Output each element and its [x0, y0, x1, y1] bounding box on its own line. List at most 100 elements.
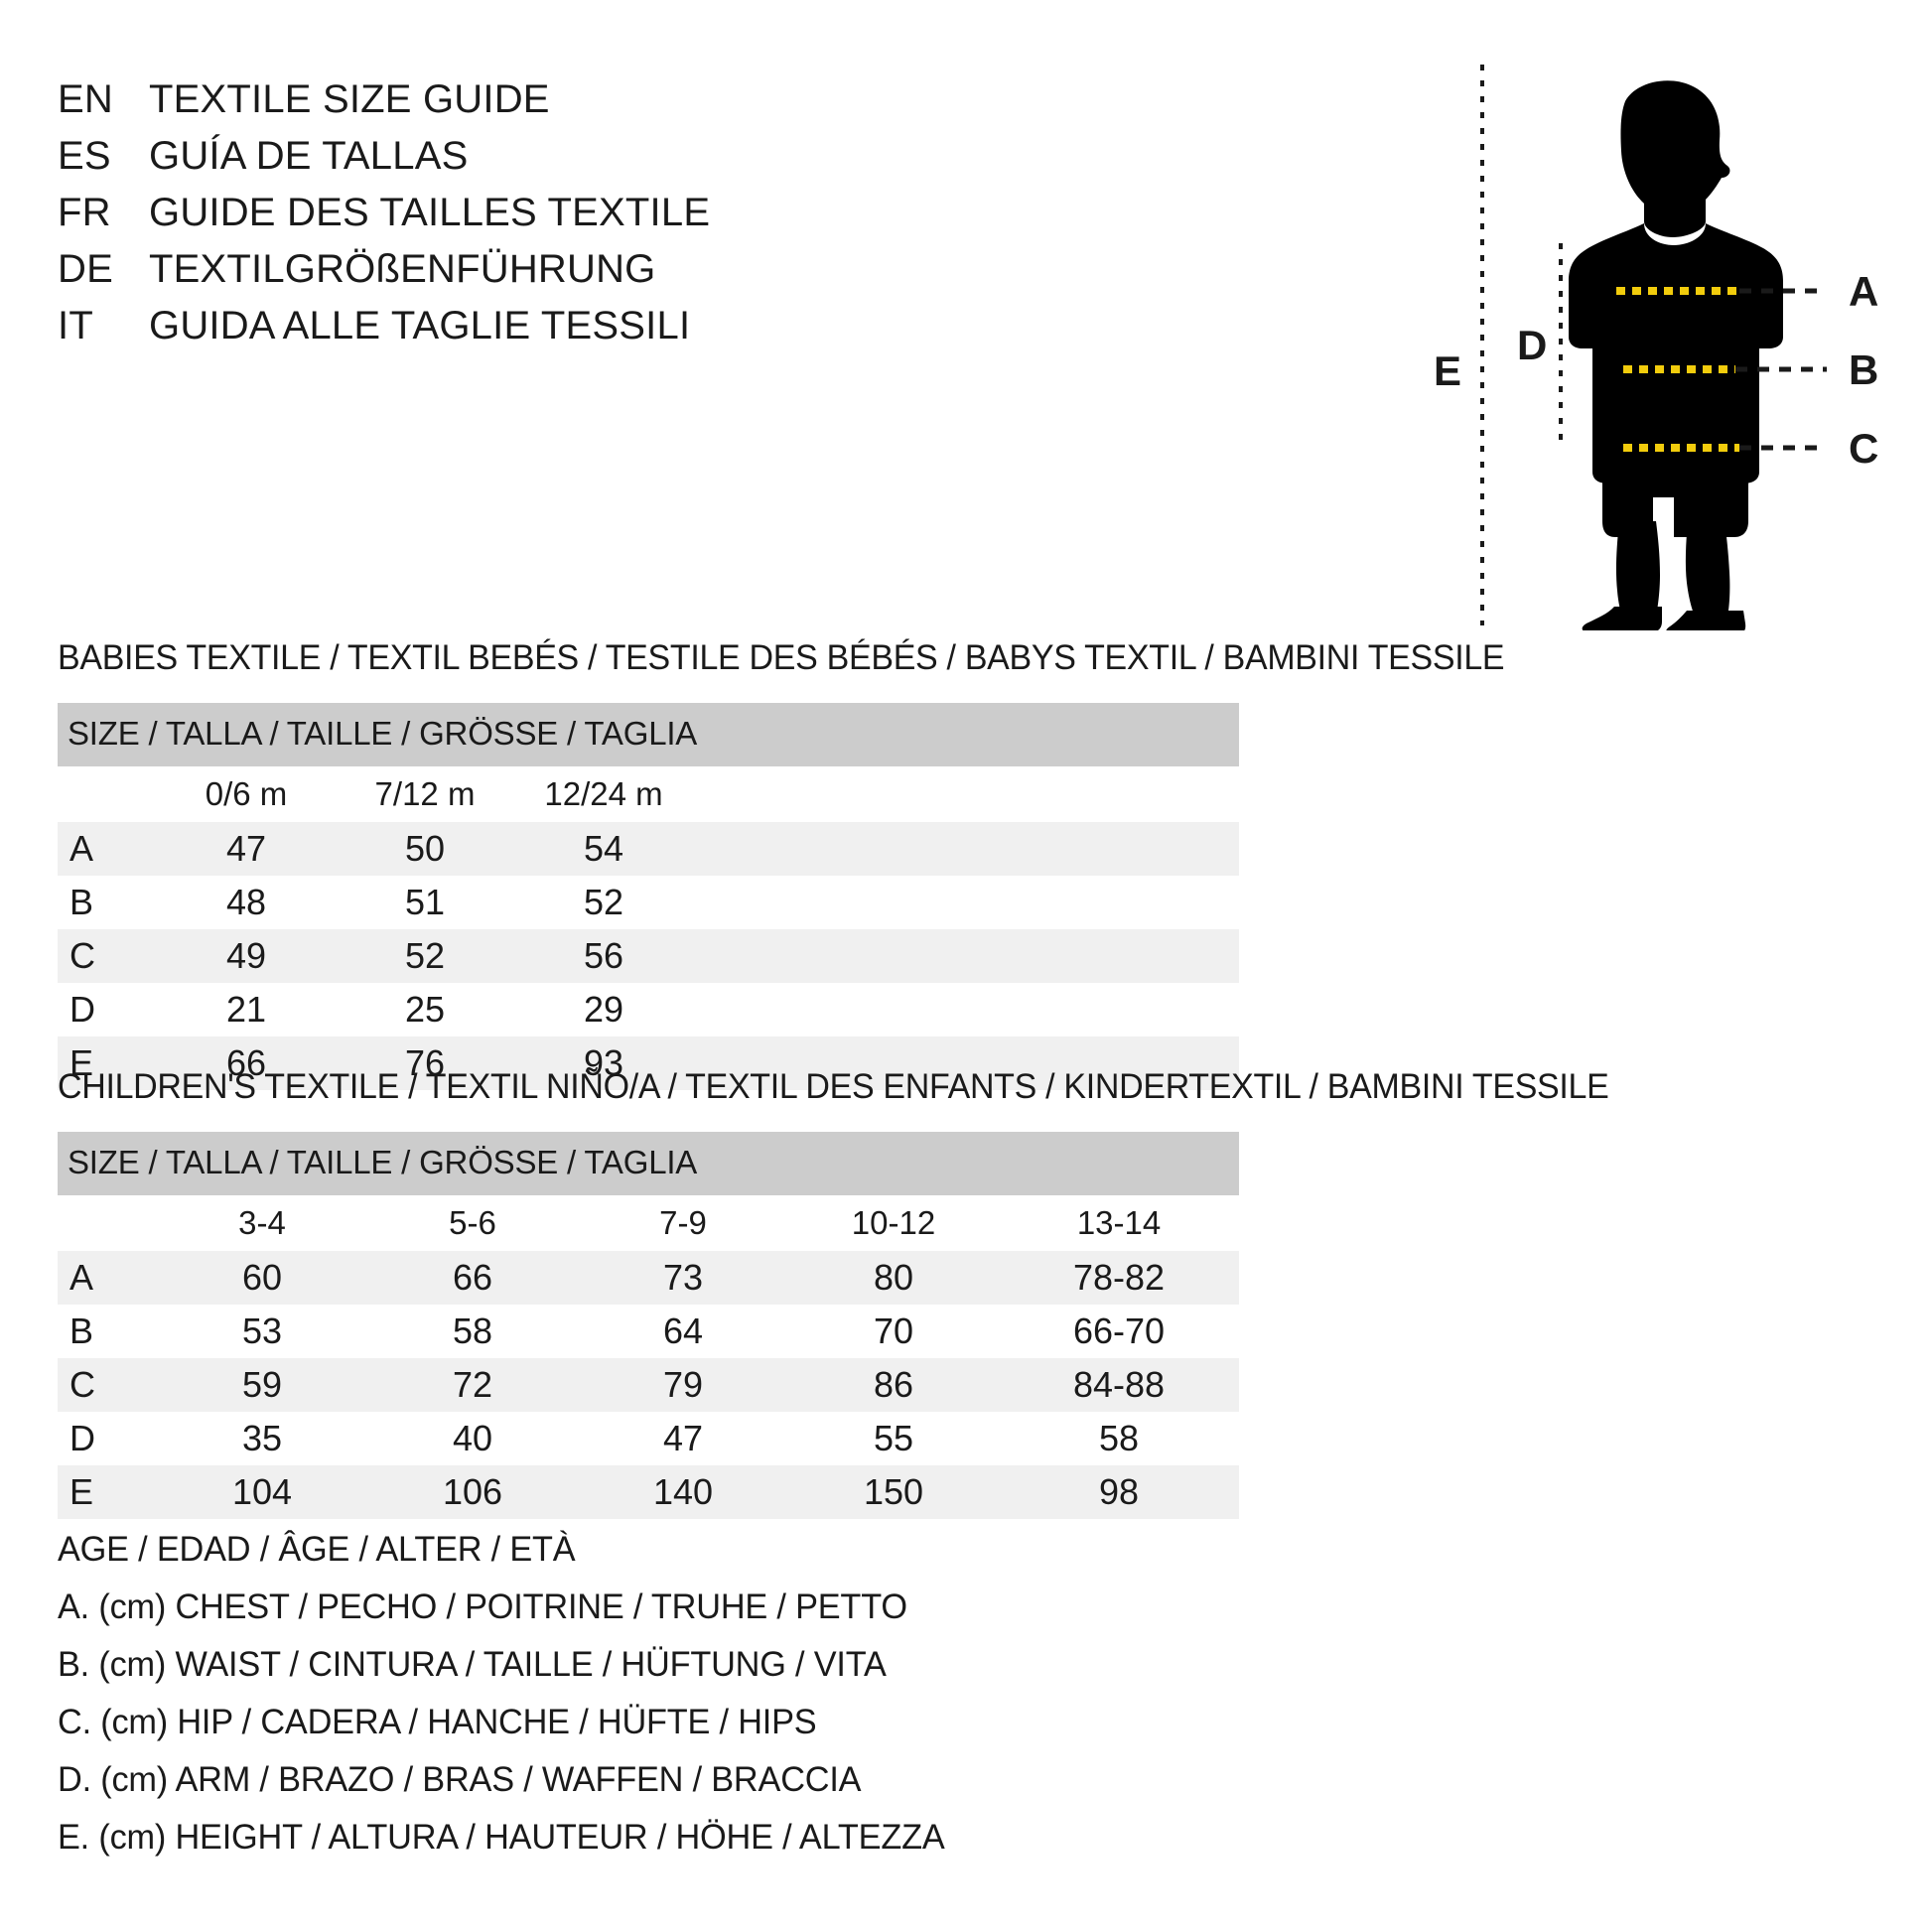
children-section-heading: CHILDREN'S TEXTILE / TEXTIL NIÑO/A / TEX… — [58, 1067, 1609, 1106]
babies-cell-d-0: 21 — [157, 983, 336, 1036]
babies-col-header-1: 7/12 m — [336, 766, 514, 822]
legend-line-age: AGE / EDAD / ÂGE / ALTER / ETÀ — [58, 1530, 576, 1569]
figure-label-c: C — [1849, 425, 1878, 472]
children-cell-d-1: 40 — [367, 1412, 578, 1465]
children-size-band-row: SIZE / TALLA / TAILLE / GRÖSSE / TAGLIA — [58, 1132, 1240, 1195]
language-row-fr: FR GUIDE DES TAILLES TEXTILE — [58, 191, 1150, 247]
children-cell-c-3: 86 — [788, 1358, 999, 1412]
language-header-block: EN TEXTILE SIZE GUIDE ES GUÍA DE TALLAS … — [58, 77, 1150, 360]
babies-cell-e-0: 66 — [157, 1036, 336, 1090]
children-cell-a-2: 73 — [578, 1251, 788, 1305]
children-cell-a-3: 80 — [788, 1251, 999, 1305]
children-cell-d-0: 35 — [157, 1412, 367, 1465]
babies-col-header-spacer — [693, 766, 1240, 822]
babies-cell-a-1: 50 — [336, 822, 514, 876]
figure-label-e: E — [1434, 347, 1461, 394]
children-cell-b-0: 53 — [157, 1305, 367, 1358]
babies-cell-c-1: 52 — [336, 929, 514, 983]
children-col-header-3: 10-12 — [788, 1195, 999, 1251]
children-row-label-d: D — [58, 1412, 157, 1465]
children-col-header-4: 13-14 — [999, 1195, 1240, 1251]
children-col-header-1: 5-6 — [367, 1195, 578, 1251]
babies-col-header-2: 12/24 m — [514, 766, 693, 822]
children-cell-b-1: 58 — [367, 1305, 578, 1358]
babies-row-label-a: A — [58, 822, 157, 876]
children-col-header-0: 3-4 — [157, 1195, 367, 1251]
babies-corner-cell — [58, 766, 157, 822]
children-cell-b-4: 66-70 — [999, 1305, 1240, 1358]
babies-cell-b-2: 52 — [514, 876, 693, 929]
babies-size-table: SIZE / TALLA / TAILLE / GRÖSSE / TAGLIA … — [58, 703, 1240, 1090]
babies-col-header-0: 0/6 m — [157, 766, 336, 822]
language-row-de: DE TEXTILGRÖßENFÜHRUNG — [58, 247, 1150, 304]
babies-cell-c-spacer — [693, 929, 1240, 983]
children-row-label-e: E — [58, 1465, 157, 1519]
measurement-figure: A B C D E — [1390, 55, 1906, 630]
measurement-legend: AGE / EDAD / ÂGE / ALTER / ETÀ A. (cm) C… — [58, 1521, 1249, 1866]
children-cell-c-2: 79 — [578, 1358, 788, 1412]
children-col-header-2: 7-9 — [578, 1195, 788, 1251]
babies-row-label-c: C — [58, 929, 157, 983]
babies-cell-b-spacer — [693, 876, 1240, 929]
table-row: D 35 40 47 55 58 — [58, 1412, 1240, 1465]
legend-line-chest: A. (cm) CHEST / PECHO / POITRINE / TRUHE… — [58, 1587, 907, 1626]
table-row: A 60 66 73 80 78-82 — [58, 1251, 1240, 1305]
figure-label-b: B — [1849, 346, 1878, 393]
table-row: E 104 106 140 150 98 — [58, 1465, 1240, 1519]
children-cell-e-0: 104 — [157, 1465, 367, 1519]
babies-size-band-row: SIZE / TALLA / TAILLE / GRÖSSE / TAGLIA — [58, 703, 1240, 766]
children-cell-a-0: 60 — [157, 1251, 367, 1305]
babies-cell-a-2: 54 — [514, 822, 693, 876]
table-row: C 59 72 79 86 84-88 — [58, 1358, 1240, 1412]
babies-section-heading: BABIES TEXTILE / TEXTIL BEBÉS / TESTILE … — [58, 638, 1505, 677]
language-title-es: GUÍA DE TALLAS — [149, 134, 469, 178]
babies-cell-e-1: 76 — [336, 1036, 514, 1090]
children-size-band-label: SIZE / TALLA / TAILLE / GRÖSSE / TAGLIA — [58, 1132, 1240, 1195]
babies-cell-d-1: 25 — [336, 983, 514, 1036]
table-row: B 53 58 64 70 66-70 — [58, 1305, 1240, 1358]
table-row: B 48 51 52 — [58, 876, 1240, 929]
children-cell-e-2: 140 — [578, 1465, 788, 1519]
babies-cell-d-2: 29 — [514, 983, 693, 1036]
babies-row-label-d: D — [58, 983, 157, 1036]
children-cell-e-3: 150 — [788, 1465, 999, 1519]
children-size-table: SIZE / TALLA / TAILLE / GRÖSSE / TAGLIA … — [58, 1132, 1240, 1519]
babies-cell-c-0: 49 — [157, 929, 336, 983]
children-cell-c-4: 84-88 — [999, 1358, 1240, 1412]
babies-size-band-label: SIZE / TALLA / TAILLE / GRÖSSE / TAGLIA — [58, 703, 1240, 766]
children-corner-cell — [58, 1195, 157, 1251]
children-row-label-b: B — [58, 1305, 157, 1358]
language-title-fr: GUIDE DES TAILLES TEXTILE — [149, 191, 711, 234]
figure-label-a: A — [1849, 268, 1878, 315]
table-row: E 66 76 93 — [58, 1036, 1240, 1090]
children-cell-d-2: 47 — [578, 1412, 788, 1465]
children-cell-e-1: 106 — [367, 1465, 578, 1519]
babies-cell-b-0: 48 — [157, 876, 336, 929]
children-cell-a-1: 66 — [367, 1251, 578, 1305]
legend-line-hip: C. (cm) HIP / CADERA / HANCHE / HÜFTE / … — [58, 1703, 817, 1741]
children-cell-d-4: 58 — [999, 1412, 1240, 1465]
legend-line-height: E. (cm) HEIGHT / ALTURA / HAUTEUR / HÖHE… — [58, 1818, 945, 1857]
language-row-en: EN TEXTILE SIZE GUIDE — [58, 77, 1150, 134]
babies-cell-d-spacer — [693, 983, 1240, 1036]
language-code-es: ES — [58, 134, 111, 178]
babies-cell-a-spacer — [693, 822, 1240, 876]
children-row-label-c: C — [58, 1358, 157, 1412]
children-cell-a-4: 78-82 — [999, 1251, 1240, 1305]
babies-cell-c-2: 56 — [514, 929, 693, 983]
babies-column-header-row: 0/6 m 7/12 m 12/24 m — [58, 766, 1240, 822]
babies-cell-e-2: 93 — [514, 1036, 693, 1090]
children-row-label-a: A — [58, 1251, 157, 1305]
language-title-de: TEXTILGRÖßENFÜHRUNG — [149, 247, 656, 291]
children-column-header-row: 3-4 5-6 7-9 10-12 13-14 — [58, 1195, 1240, 1251]
babies-row-label-b: B — [58, 876, 157, 929]
children-cell-c-1: 72 — [367, 1358, 578, 1412]
children-cell-e-4: 98 — [999, 1465, 1240, 1519]
table-row: A 47 50 54 — [58, 822, 1240, 876]
legend-line-arm: D. (cm) ARM / BRAZO / BRAS / WAFFEN / BR… — [58, 1760, 862, 1799]
language-code-fr: FR — [58, 191, 111, 234]
figure-label-d: D — [1517, 322, 1547, 368]
children-cell-b-2: 64 — [578, 1305, 788, 1358]
babies-cell-a-0: 47 — [157, 822, 336, 876]
language-row-es: ES GUÍA DE TALLAS — [58, 134, 1150, 191]
